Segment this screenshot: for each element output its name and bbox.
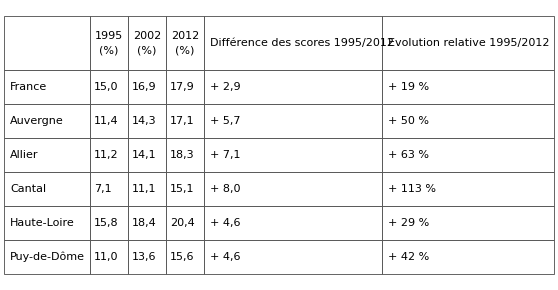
Text: 11,4: 11,4 (94, 116, 119, 126)
Text: + 8,0: + 8,0 (210, 184, 240, 194)
Bar (382, 206, 554, 240)
Text: Auvergne: Auvergne (10, 116, 64, 126)
Text: Allier: Allier (10, 150, 39, 160)
Bar (128, 206, 166, 240)
Text: + 5,7: + 5,7 (210, 116, 240, 126)
Bar (4, 172, 90, 206)
Bar (90, 240, 128, 274)
Bar (90, 172, 128, 206)
Bar (4, 138, 90, 172)
Text: Evolution relative 1995/2012: Evolution relative 1995/2012 (388, 38, 550, 48)
Bar (4, 16, 90, 70)
Bar (90, 70, 128, 104)
Text: France: France (10, 82, 47, 92)
Text: 14,1: 14,1 (132, 150, 157, 160)
Text: 18,4: 18,4 (132, 218, 157, 228)
Bar (204, 104, 382, 138)
Bar (382, 172, 554, 206)
Bar (90, 206, 128, 240)
Bar (166, 206, 204, 240)
Bar (4, 206, 90, 240)
Text: 11,1: 11,1 (132, 184, 156, 194)
Text: 2012
(%): 2012 (%) (171, 31, 199, 55)
Text: Haute-Loire: Haute-Loire (10, 218, 75, 228)
Bar (166, 70, 204, 104)
Text: 18,3: 18,3 (170, 150, 195, 160)
Bar (204, 172, 382, 206)
Text: 11,2: 11,2 (94, 150, 119, 160)
Bar (90, 138, 128, 172)
Bar (204, 240, 382, 274)
Bar (90, 104, 128, 138)
Bar (128, 240, 166, 274)
Bar (128, 138, 166, 172)
Text: + 4,6: + 4,6 (210, 252, 240, 262)
Bar (128, 104, 166, 138)
Text: + 2,9: + 2,9 (210, 82, 240, 92)
Bar (4, 70, 90, 104)
Text: + 63 %: + 63 % (388, 150, 429, 160)
Bar (382, 70, 554, 104)
Text: 15,6: 15,6 (170, 252, 195, 262)
Text: 20,4: 20,4 (170, 218, 195, 228)
Text: + 113 %: + 113 % (388, 184, 436, 194)
Bar (166, 138, 204, 172)
Bar (166, 16, 204, 70)
Bar (382, 240, 554, 274)
Bar (204, 138, 382, 172)
Bar (128, 70, 166, 104)
Text: 17,9: 17,9 (170, 82, 195, 92)
Text: 14,3: 14,3 (132, 116, 157, 126)
Text: + 29 %: + 29 % (388, 218, 429, 228)
Bar (166, 104, 204, 138)
Text: 13,6: 13,6 (132, 252, 156, 262)
Bar (128, 16, 166, 70)
Bar (4, 104, 90, 138)
Bar (166, 172, 204, 206)
Text: 11,0: 11,0 (94, 252, 118, 262)
Text: + 42 %: + 42 % (388, 252, 429, 262)
Text: + 50 %: + 50 % (388, 116, 429, 126)
Text: + 7,1: + 7,1 (210, 150, 240, 160)
Text: + 19 %: + 19 % (388, 82, 429, 92)
Text: 15,1: 15,1 (170, 184, 195, 194)
Text: 15,8: 15,8 (94, 218, 119, 228)
Text: 7,1: 7,1 (94, 184, 112, 194)
Text: 2002
(%): 2002 (%) (133, 31, 161, 55)
Text: 15,0: 15,0 (94, 82, 118, 92)
Text: Cantal: Cantal (10, 184, 46, 194)
Bar (4, 240, 90, 274)
Bar (382, 104, 554, 138)
Text: + 4,6: + 4,6 (210, 218, 240, 228)
Bar (90, 16, 128, 70)
Bar (382, 16, 554, 70)
Bar (382, 138, 554, 172)
Text: 1995
(%): 1995 (%) (95, 31, 123, 55)
Text: Puy-de-Dôme: Puy-de-Dôme (10, 252, 85, 262)
Text: 16,9: 16,9 (132, 82, 157, 92)
Text: Différence des scores 1995/2012: Différence des scores 1995/2012 (210, 38, 394, 48)
Bar (166, 240, 204, 274)
Bar (128, 172, 166, 206)
Bar (204, 206, 382, 240)
Text: 17,1: 17,1 (170, 116, 195, 126)
Bar (204, 16, 382, 70)
Bar (204, 70, 382, 104)
